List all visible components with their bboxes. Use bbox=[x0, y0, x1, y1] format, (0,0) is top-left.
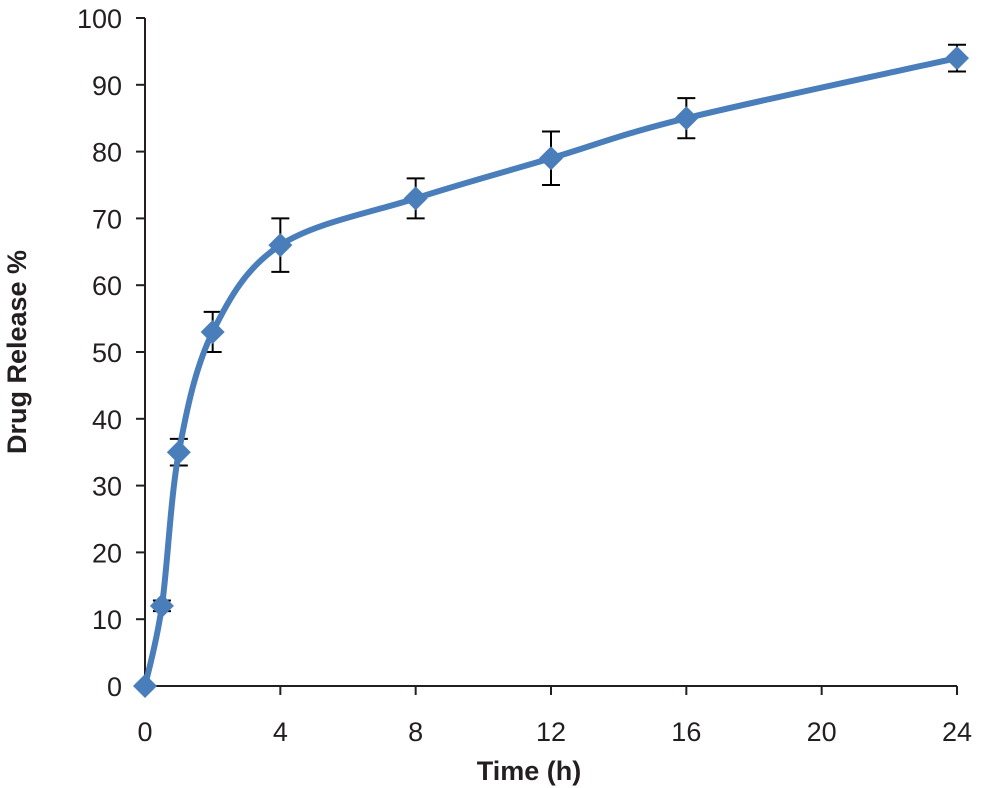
y-tick-label: 0 bbox=[107, 672, 122, 702]
x-tick-label: 4 bbox=[273, 717, 288, 747]
y-tick-label: 100 bbox=[77, 4, 122, 34]
data-point-marker bbox=[200, 319, 225, 344]
x-tick-label: 12 bbox=[536, 717, 566, 747]
series bbox=[133, 46, 969, 698]
data-point-marker bbox=[133, 674, 157, 698]
y-tick-label: 80 bbox=[92, 138, 122, 168]
axes bbox=[136, 17, 958, 695]
y-tick-label: 90 bbox=[92, 71, 122, 101]
x-tick-label: 0 bbox=[137, 717, 152, 747]
data-point-marker bbox=[945, 46, 969, 71]
error-bars bbox=[152, 43, 966, 613]
y-tick-label: 10 bbox=[92, 605, 122, 635]
x-tick-label: 24 bbox=[942, 717, 972, 747]
x-axis-title: Time (h) bbox=[477, 756, 582, 786]
y-axis-title: Drug Release % bbox=[2, 250, 32, 454]
data-point-marker bbox=[166, 440, 191, 465]
data-point-marker bbox=[403, 186, 428, 211]
y-tick-label: 30 bbox=[92, 472, 122, 502]
data-point-marker bbox=[539, 146, 563, 171]
data-point-marker bbox=[149, 593, 174, 618]
y-tick-label: 20 bbox=[92, 538, 122, 568]
x-tick-label: 8 bbox=[408, 717, 423, 747]
y-tick-labels: 0 10 20 30 40 50 60 70 80 90 100 bbox=[77, 4, 122, 702]
y-tick-label: 50 bbox=[92, 338, 122, 368]
x-tick-label: 20 bbox=[807, 717, 837, 747]
data-point-marker bbox=[268, 233, 293, 258]
y-tick-label: 60 bbox=[92, 271, 122, 301]
x-tick-labels: 0 4 8 12 16 20 24 bbox=[137, 717, 972, 747]
y-tick-label: 70 bbox=[92, 204, 122, 234]
y-tick-label: 40 bbox=[92, 405, 122, 435]
x-tick-label: 16 bbox=[671, 717, 701, 747]
data-point-marker bbox=[674, 106, 699, 131]
